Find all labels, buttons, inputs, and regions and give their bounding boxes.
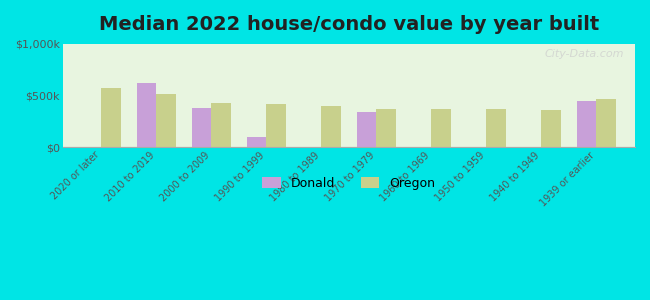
- Bar: [192, 108, 211, 147]
- Bar: [376, 109, 396, 147]
- Bar: [597, 99, 616, 147]
- Bar: [577, 101, 597, 147]
- Bar: [486, 109, 506, 147]
- Bar: [156, 94, 176, 147]
- Text: City-Data.com: City-Data.com: [544, 49, 623, 59]
- Bar: [541, 110, 561, 147]
- Bar: [432, 109, 450, 147]
- Bar: [137, 82, 156, 147]
- Title: Median 2022 house/condo value by year built: Median 2022 house/condo value by year bu…: [99, 15, 599, 34]
- Bar: [266, 104, 285, 147]
- Bar: [211, 103, 231, 147]
- Bar: [357, 112, 376, 147]
- Bar: [101, 88, 120, 147]
- Legend: Donald, Oregon: Donald, Oregon: [257, 172, 440, 195]
- Bar: [321, 106, 341, 147]
- Bar: [247, 137, 266, 147]
